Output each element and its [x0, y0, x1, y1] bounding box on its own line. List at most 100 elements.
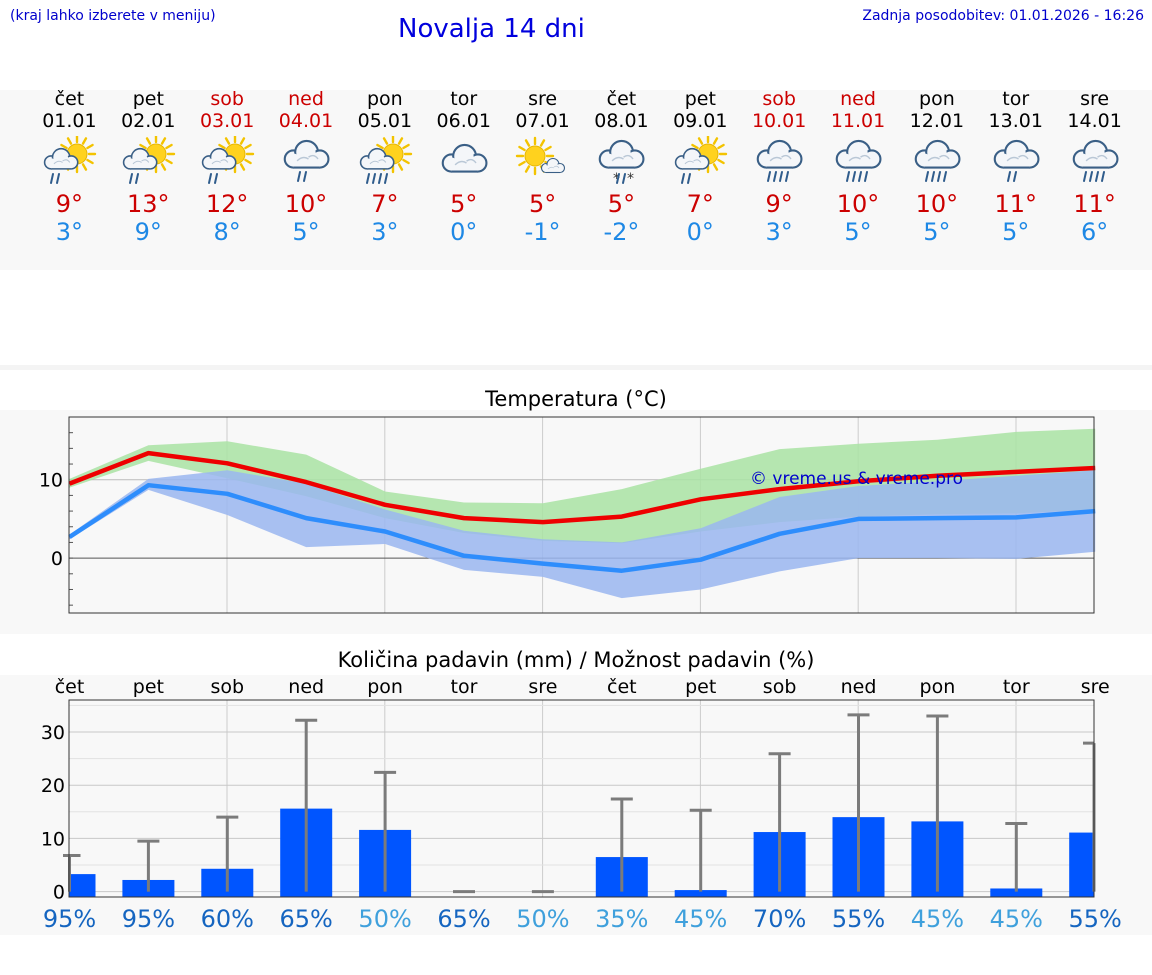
y-tick-label: 30: [41, 722, 65, 744]
category-label: čet: [55, 676, 85, 698]
cloud-shape: [599, 139, 645, 169]
temp-max: 13°: [127, 190, 170, 218]
temp-min: 3°: [55, 218, 84, 246]
day-name: tor: [450, 88, 478, 110]
temp-min: 5°: [844, 218, 872, 246]
rain-drops: [1082, 171, 1105, 182]
category-label: tor: [1003, 676, 1030, 698]
day-column: sob 10.01 9° 3°: [740, 88, 819, 268]
day-column: pet 02.01 13° 9°: [109, 88, 188, 268]
temp-min: 3°: [765, 218, 793, 246]
temp-max: 5°: [528, 190, 557, 218]
day-date: 02.01: [121, 110, 176, 132]
cloud-shape: [44, 147, 79, 170]
day-name: sre: [528, 88, 558, 110]
rain-drops: [846, 171, 869, 182]
precip-bar: [674, 890, 727, 897]
precip-probability: 50%: [516, 905, 569, 933]
precip-probability: 65%: [280, 905, 333, 933]
day-column: ned 04.01 10° 5°: [267, 88, 346, 268]
temp-max: 7°: [686, 190, 714, 218]
cloud-heavy-rain-icon: [835, 139, 882, 182]
cloud-sleet-icon: * *: [599, 139, 645, 187]
precip-probability: 65%: [437, 905, 490, 933]
day-column: čet 01.01 9° 3°: [30, 88, 109, 268]
y-tick-label: 20: [41, 775, 65, 797]
sun-shape: [373, 136, 413, 174]
day-column: sob 03.01 12° 8°: [188, 88, 267, 268]
day-name: pon: [367, 88, 403, 110]
category-label: pon: [920, 676, 956, 698]
temperature-chart-title: Temperatura (°C): [485, 387, 667, 411]
day-date: 07.01: [515, 110, 570, 132]
day-name: pet: [132, 88, 164, 110]
cloud-shape: [283, 139, 330, 169]
day-date: 08.01: [594, 110, 649, 132]
day-name: ned: [288, 88, 324, 110]
watermark: © vreme.us & vreme.pro: [750, 469, 963, 489]
precip-bar: [69, 874, 96, 897]
day-column: sre 14.01 11° 6°: [1055, 88, 1134, 268]
day-name: sob: [210, 88, 244, 110]
rain-drops: [924, 171, 947, 182]
temp-min: 5°: [292, 218, 320, 246]
precip-probability: 55%: [1069, 905, 1122, 933]
day-name: tor: [1002, 88, 1030, 110]
day-column: pon 12.01 10° 5°: [897, 88, 976, 268]
day-column: ned 11.01 10° 5°: [819, 88, 898, 268]
category-label: sob: [211, 676, 245, 698]
day-date: 04.01: [278, 110, 334, 132]
day-date: 11.01: [830, 110, 886, 132]
y-tick-label: 10: [41, 828, 65, 850]
day-columns: čet 01.01 9° 3° pet 02.01 13° 9° sob 03.01 12° 8° ne…: [30, 88, 1134, 268]
day-name: ned: [840, 88, 876, 110]
rain-drops: [208, 173, 219, 184]
precip-bar: [1069, 832, 1094, 897]
cloud-shape: [441, 143, 488, 173]
temp-min: 0°: [450, 218, 478, 246]
cloud-shape: [123, 147, 158, 170]
day-date: 05.01: [357, 110, 413, 132]
precip-probability: 95%: [43, 905, 96, 933]
temp-min: 9°: [134, 218, 162, 246]
temp-max: 9°: [55, 190, 84, 218]
cloud-shape: [914, 139, 961, 169]
day-date: 01.01: [42, 110, 97, 132]
rain-drops: [681, 173, 692, 184]
temp-min: -2°: [603, 218, 640, 246]
y-tick-label: 0: [53, 882, 65, 904]
temp-min: 3°: [371, 218, 399, 246]
category-label: sob: [763, 676, 797, 698]
svg-text:*: *: [627, 171, 634, 187]
temp-max: 11°: [994, 190, 1038, 218]
temp-min: 8°: [213, 218, 241, 246]
temp-min: 6°: [1080, 218, 1109, 246]
category-label: pet: [133, 676, 164, 698]
precip-probability: 45%: [674, 905, 727, 933]
cloud-heavy-rain-icon: [1072, 139, 1119, 182]
temp-max: 11°: [1073, 190, 1116, 218]
temp-max: 5°: [450, 190, 478, 218]
precip-probability: 45%: [911, 905, 964, 933]
day-column: pet 09.01 7° 0°: [661, 88, 740, 268]
y-tick-label: 0: [51, 548, 63, 570]
location-hint: (kraj lahko izberete v meniju): [10, 8, 216, 24]
category-label: čet: [607, 676, 637, 698]
sun-cloud-rain-icon: [123, 136, 176, 184]
sleet-marks: * *: [613, 171, 634, 187]
sun-cloud-heavy-rain-icon: [359, 136, 413, 184]
precip-bar: [990, 888, 1043, 897]
cloud-shape: [675, 147, 710, 170]
rain-drops: [767, 171, 790, 182]
day-name: čet: [54, 88, 85, 110]
day-column: tor 06.01 5° 0°: [424, 88, 503, 268]
day-date: 09.01: [673, 110, 728, 132]
page-title: Novalja 14 dni: [398, 14, 585, 44]
temp-max: 9°: [765, 190, 793, 218]
min-band: [69, 470, 1096, 599]
day-date: 10.01: [751, 110, 807, 132]
precip-probability: 50%: [358, 905, 411, 933]
day-column: tor 13.01 11° 5°: [976, 88, 1055, 268]
cloud-rain-icon: [993, 139, 1040, 182]
